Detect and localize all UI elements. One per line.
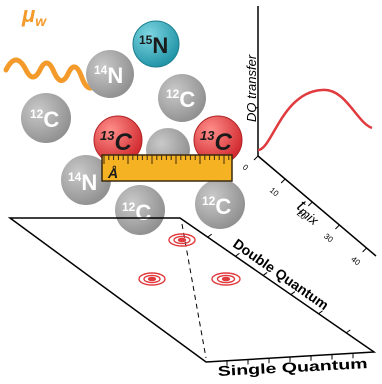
svg-text:13C: 13C <box>100 128 132 156</box>
microwave-sub: w <box>35 13 47 29</box>
svg-text:12C: 12C <box>30 107 59 132</box>
svg-text:12C: 12C <box>202 194 231 219</box>
atom-c12-left: 12C <box>21 93 71 143</box>
buildup-x-tick <box>280 178 286 184</box>
atom-c12-topright-iso: 12 <box>166 87 180 101</box>
spectrum-diagonal <box>181 223 207 359</box>
microwave-label: μw <box>21 2 47 29</box>
buildup-x-tick-marks <box>253 155 367 253</box>
spectrum-peak-left <box>138 272 166 286</box>
atom-c12-left-sym: C <box>43 107 59 132</box>
double-quantum-label: Double Quantum <box>230 235 332 313</box>
atom-c12-topright: 12C <box>158 74 206 122</box>
svg-text:14N: 14N <box>94 63 123 88</box>
double-quantum-tick <box>318 310 323 315</box>
svg-text:14N: 14N <box>68 170 97 195</box>
atom-c12-bottomright-sym: C <box>215 194 231 219</box>
spectrum-peak-top <box>168 233 196 247</box>
buildup-x-tick-label: 0 <box>241 163 251 173</box>
buildup-curve <box>257 88 373 152</box>
buildup-x-tick <box>253 155 259 161</box>
atom-c12-bottom: 12C <box>115 185 165 235</box>
buildup-x-tick <box>307 201 313 207</box>
buildup-x-tick <box>335 224 340 230</box>
double-quantum-tick <box>235 252 240 257</box>
atom-n15: 15N <box>132 20 180 68</box>
buildup-x-tick-label: 30 <box>322 232 335 245</box>
svg-text:12C: 12C <box>166 87 195 112</box>
microwave-mu: μ <box>21 2 35 27</box>
atom-c12-bottomright-iso: 12 <box>202 194 216 208</box>
buildup-x-tick-label: 40 <box>349 255 362 268</box>
microwave-group: μw <box>3 2 101 91</box>
atom-n14-bottom: 14N <box>61 155 111 205</box>
svg-text:15N: 15N <box>139 33 168 58</box>
spectrum-plane: Double Quantum Single Quantum <box>7 217 377 379</box>
atom-n15-sym: N <box>152 33 168 58</box>
buildup-x-tick-label: 10 <box>268 186 281 199</box>
atom-n14-bottom-sym: N <box>81 170 97 195</box>
atom-c13-left-sym: C <box>114 129 132 156</box>
ruler-unit-label: Å <box>107 165 118 181</box>
spectrum-plane-outline <box>7 217 377 363</box>
buildup-x-tick <box>362 247 367 253</box>
atom-c13-right-sym: C <box>214 129 232 156</box>
ruler-ticks <box>103 155 230 164</box>
distance-ruler: Å <box>101 154 233 182</box>
buildup-y-label: DQ transfer <box>244 54 259 122</box>
atom-c12-bottom-iso: 12 <box>122 200 136 214</box>
atom-c12-bottomright: 12C <box>195 179 245 229</box>
double-quantum-ticks <box>207 233 351 334</box>
double-quantum-tick <box>345 329 351 334</box>
spectrum-peak-right <box>211 272 241 286</box>
atom-cluster: 14N 12C 12C 15N 14N <box>21 20 245 235</box>
double-quantum-tick <box>262 272 268 276</box>
atom-n14-top: 14N <box>86 50 134 98</box>
microwave-wave <box>3 57 101 91</box>
single-quantum-label: Single Quantum <box>217 355 368 379</box>
svg-text:13C: 13C <box>200 128 232 156</box>
atom-c12-topright-sym: C <box>179 87 195 112</box>
single-quantum-ticks <box>226 353 354 366</box>
atom-n15-iso: 15 <box>139 33 153 47</box>
atom-n14-top-sym: N <box>107 63 123 88</box>
atom-c12-left-iso: 12 <box>30 107 44 121</box>
buildup-x-axis <box>257 155 377 257</box>
atom-c12-bottom-sym: C <box>135 200 151 225</box>
atom-c13-left-iso: 13 <box>100 128 115 143</box>
atom-c13-right-iso: 13 <box>200 128 215 143</box>
buildup-x-label: tmix <box>292 196 325 228</box>
double-quantum-tick <box>290 291 296 295</box>
atom-c13-right: 13C <box>193 115 243 165</box>
double-quantum-tick <box>207 233 213 238</box>
atom-n14-top-iso: 14 <box>94 63 108 77</box>
atom-n14-bottom-iso: 14 <box>68 170 82 184</box>
